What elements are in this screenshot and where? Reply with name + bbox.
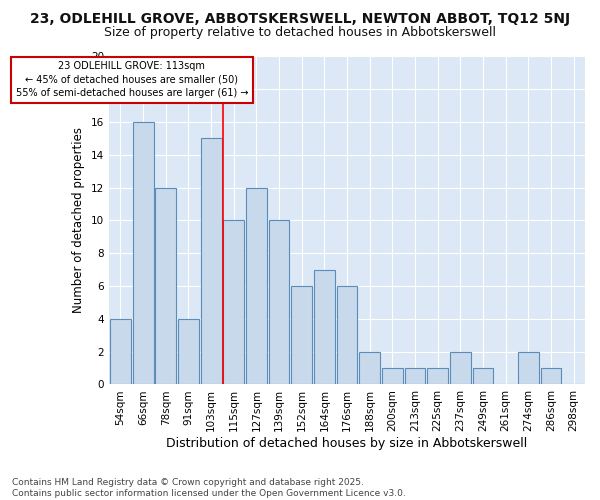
Bar: [178, 319, 199, 384]
Bar: [200, 138, 221, 384]
Text: Contains HM Land Registry data © Crown copyright and database right 2025.
Contai: Contains HM Land Registry data © Crown c…: [12, 478, 406, 498]
Text: 23, ODLEHILL GROVE, ABBOTSKERSWELL, NEWTON ABBOT, TQ12 5NJ: 23, ODLEHILL GROVE, ABBOTSKERSWELL, NEWT…: [30, 12, 570, 26]
Bar: [133, 122, 154, 384]
Bar: [359, 352, 380, 384]
Bar: [292, 286, 312, 384]
Bar: [518, 352, 539, 384]
Bar: [382, 368, 403, 384]
Bar: [427, 368, 448, 384]
X-axis label: Distribution of detached houses by size in Abbotskerswell: Distribution of detached houses by size …: [166, 437, 527, 450]
Bar: [473, 368, 493, 384]
Bar: [110, 319, 131, 384]
Bar: [450, 352, 471, 384]
Bar: [223, 220, 244, 384]
Bar: [246, 188, 267, 384]
Bar: [269, 220, 289, 384]
Y-axis label: Number of detached properties: Number of detached properties: [73, 128, 85, 314]
Bar: [541, 368, 562, 384]
Bar: [155, 188, 176, 384]
Text: Size of property relative to detached houses in Abbotskerswell: Size of property relative to detached ho…: [104, 26, 496, 39]
Bar: [337, 286, 358, 384]
Bar: [314, 270, 335, 384]
Bar: [404, 368, 425, 384]
Text: 23 ODLEHILL GROVE: 113sqm
← 45% of detached houses are smaller (50)
55% of semi-: 23 ODLEHILL GROVE: 113sqm ← 45% of detac…: [16, 62, 248, 98]
